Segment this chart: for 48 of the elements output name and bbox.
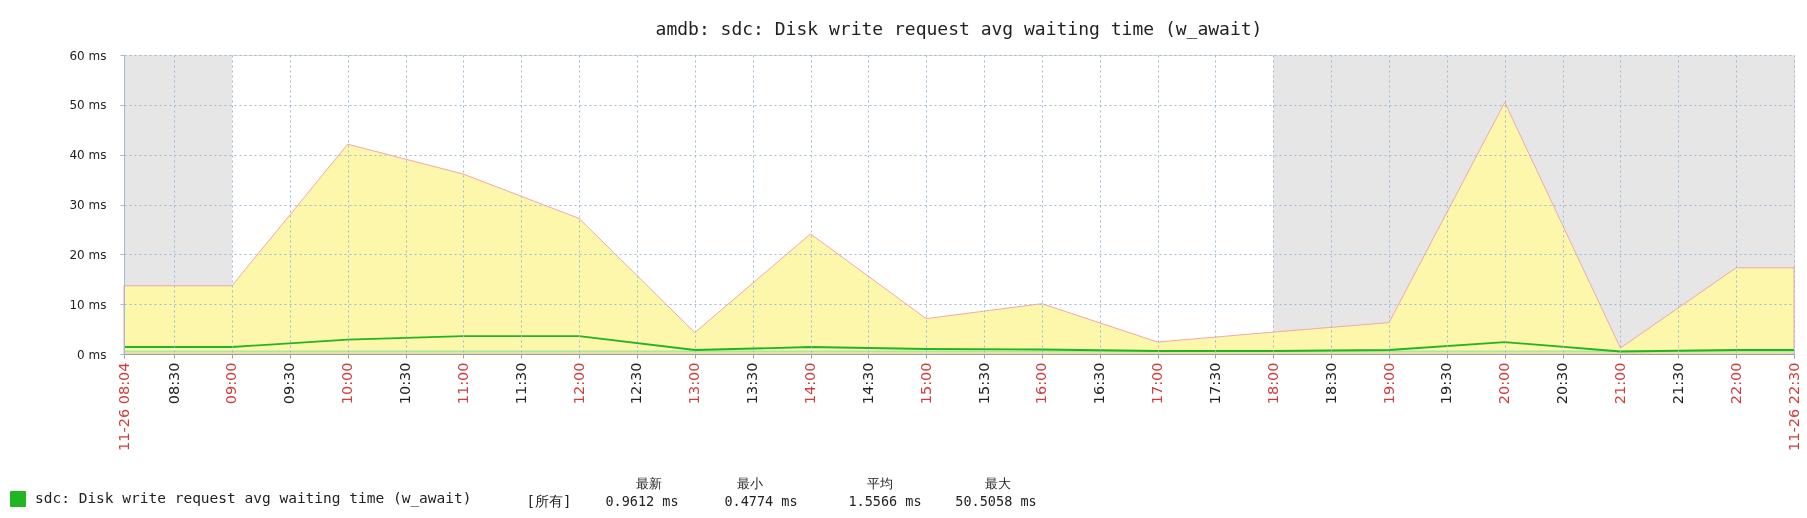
x-tick-label: 19:00 [1380,362,1397,405]
x-tick-label: 20:30 [1554,362,1571,405]
x-tick-label: 21:30 [1669,362,1686,405]
text: 最新 [636,476,662,491]
text: 最大 [985,476,1011,491]
x-tick-label: 13:30 [744,362,761,405]
x-tick-label: 17:30 [1206,362,1223,405]
y-tick-label: 10 ms [69,297,107,312]
text: 平均 [867,476,893,491]
x-tick-label: 16:00 [1033,362,1050,405]
x-tick-label: 11-26 08:04 [115,362,132,452]
x-tick-label: 09:00 [223,362,240,405]
x-tick-label: 22:00 [1727,362,1744,405]
x-tick-label: 12:00 [570,362,587,405]
x-tick-label: 21:00 [1611,362,1628,405]
x-tick-label: 17:00 [1149,362,1166,405]
x-tick-label: 14:30 [859,362,876,405]
legend-label: sdc: Disk write request avg waiting time (w_await) [35,490,472,507]
x-tick-label: 18:30 [1322,362,1339,405]
chart-title: amdb: sdc: Disk write request avg waiting time (w_await) [655,18,1263,39]
y-tick-label: 50 ms [69,98,107,113]
x-tick-label: 15:00 [917,362,934,405]
x-tick-label: 13:00 [686,362,703,405]
x-tick-label: 10:30 [397,362,414,405]
text: 0.9612 ms [605,493,679,509]
x-tick-label: 11:00 [454,362,471,405]
x-tick-label: 15:30 [975,362,992,405]
x-tick-label: 16:30 [1091,362,1108,405]
y-tick-label: 20 ms [69,247,107,262]
y-tick-label: 60 ms [69,48,107,63]
x-tick-label: 11-26 22:30 [1785,362,1802,452]
x-tick-label: 11:30 [512,362,529,405]
x-tick-label: 08:30 [165,362,182,405]
x-tick-label: 10:00 [339,362,356,405]
text: [所有] [526,493,572,509]
x-tick-label: 18:00 [1264,362,1281,405]
text: 0.4774 ms [724,493,798,509]
text: 1.5566 ms [848,493,922,509]
x-tick-label: 12:30 [628,362,645,405]
text: 最小 [737,476,763,491]
text: 50.5058 ms [955,493,1037,509]
y-tick-label: 0 ms [77,347,107,362]
y-tick-label: 40 ms [69,148,107,163]
x-tick-label: 14:00 [802,362,819,405]
x-tick-label: 20:00 [1496,362,1513,405]
y-tick-label: 30 ms [69,198,107,212]
x-tick-label: 19:30 [1438,362,1455,405]
x-tick-label: 09:30 [281,362,298,405]
